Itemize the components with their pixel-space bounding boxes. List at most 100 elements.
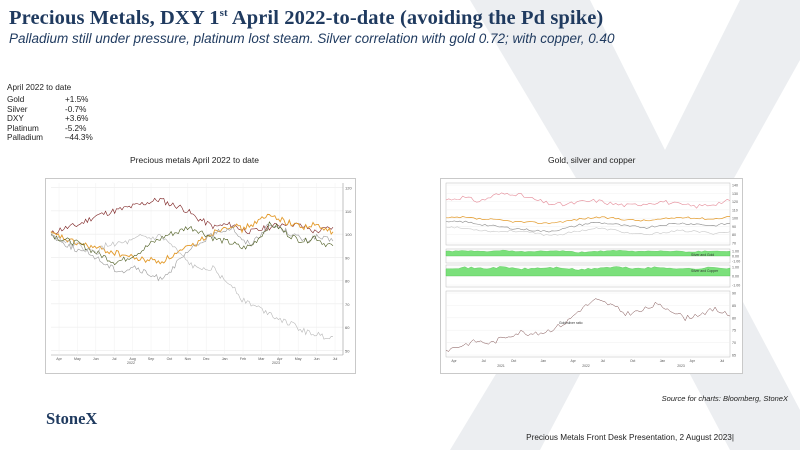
- gold-silver-copper-chart-svg: 1401301201101009080701.000.00-1.001.000.…: [445, 182, 740, 368]
- silver-line: [445, 220, 731, 233]
- performance-heading: April 2022 to date: [7, 83, 72, 92]
- gold-line: [446, 216, 730, 225]
- y-tick-label: 100: [345, 232, 352, 237]
- x-tick-label: Apr: [277, 357, 283, 361]
- y-tick-label: -1.00: [732, 260, 740, 264]
- metal-name: Silver: [7, 104, 28, 114]
- y-tick-label: 70: [732, 341, 736, 345]
- stonex-logo: StoneX: [46, 409, 98, 428]
- panel-label: Silver and Copper: [691, 269, 719, 273]
- x-tick-label: Jan: [541, 359, 547, 363]
- page-title: Precious Metals, DXY 1st April 2022-to-d…: [9, 7, 604, 29]
- x-tick-label: Apr: [56, 357, 62, 361]
- performance-row: Platinum -5.2%: [7, 124, 93, 134]
- year-label: 2023: [677, 364, 685, 368]
- x-tick-label: Oct: [511, 359, 516, 363]
- metal-name: Palladium: [7, 133, 43, 143]
- x-tick-label: Jan: [222, 357, 228, 361]
- y-tick-label: 110: [732, 208, 738, 212]
- y-tick-label: -1.00: [732, 284, 740, 288]
- precious-metals-chart: 120 110 100 90 80 70 60 50 Apr May Jun Jul Aug Sep Oct…: [45, 178, 356, 374]
- y-tick-label: 120: [345, 186, 352, 191]
- y-tick-label: 140: [732, 184, 738, 188]
- y-tick-label: 75: [732, 329, 736, 333]
- footer-text: Precious Metals Front Desk Presentation,…: [526, 433, 734, 442]
- y-tick-label: 1.00: [732, 266, 739, 270]
- x-tick-label: Dec: [203, 357, 210, 361]
- series-line-dxy: [50, 197, 334, 235]
- x-tick-label: Jan: [660, 359, 666, 363]
- x-tick-label: Apr: [570, 359, 576, 363]
- series-line-gold: [50, 213, 334, 265]
- metal-change: +1.5%: [65, 95, 89, 104]
- metal-change: -5.2%: [65, 123, 87, 133]
- gold-silver-copper-chart-title: Gold, silver and copper: [548, 155, 636, 165]
- y-tick-label: 70: [345, 302, 350, 307]
- performance-table: April 2022 to date Gold +1.5% Silver -0.7%…: [7, 83, 93, 143]
- x-tick-label: Apr: [451, 359, 457, 363]
- y-tick-label: 0.00: [732, 255, 739, 259]
- x-tick-label: Oct: [167, 357, 173, 361]
- year-label: 2022: [582, 364, 590, 368]
- metal-change: -0.7%: [65, 104, 87, 114]
- y-tick-label: 80: [345, 279, 350, 284]
- performance-row: DXY +3.6%: [7, 114, 93, 124]
- y-tick-label: 80: [732, 233, 736, 237]
- source-note: Source for charts: Bloomberg, StoneX: [661, 394, 788, 403]
- page-subtitle: Palladium still under pressure, platinum…: [9, 31, 615, 46]
- panel-frame: [445, 290, 731, 358]
- y-tick-label: 65: [732, 354, 736, 358]
- x-tick-label: Jul: [112, 357, 117, 361]
- x-tick-label: May: [74, 357, 81, 361]
- x-tick-label: Feb: [240, 357, 246, 361]
- panel-frame: [445, 182, 731, 246]
- performance-row: Palladium –44.3%: [7, 133, 93, 143]
- gold-silver-ratio-line: [445, 192, 731, 209]
- panel-label: Silver and Gold: [691, 253, 714, 257]
- gold-silver-copper-chart: 140 130 120 110 100 90 80 70 1.00 0.00 -1.00 1.00 0.…: [440, 178, 743, 374]
- metal-name: DXY: [7, 114, 24, 124]
- y-tick-label: 1.00: [732, 250, 739, 254]
- y-tick-label: 50: [345, 348, 350, 353]
- y-tick-label: 120: [732, 200, 738, 204]
- x-tick-label: Apr: [690, 359, 696, 363]
- x-tick-label: Mar: [258, 357, 265, 361]
- x-tick-label: Aug: [129, 357, 135, 361]
- y-tick-label: 60: [345, 325, 350, 330]
- metal-change: +3.6%: [65, 114, 89, 124]
- y-tick-label: 90: [732, 225, 736, 229]
- x-tick-label: Nov: [185, 357, 192, 361]
- y-tick-label: 100: [732, 217, 738, 221]
- series-line-palladium: [50, 232, 334, 340]
- y-tick-label: 0.00: [732, 275, 739, 279]
- copper-line: [445, 226, 731, 236]
- precious-metals-chart-svg: 120 110 100 90 80 70 60 50 Apr May Jun Jul Aug Sep Oct…: [50, 183, 352, 365]
- performance-row: Gold +1.5%: [7, 95, 93, 105]
- x-tick-label: May: [295, 357, 302, 361]
- x-tick-label: Jul: [601, 359, 606, 363]
- precious-metals-chart-title: Precious metals April 2022 to date: [130, 155, 259, 165]
- series-line-silver: [50, 223, 334, 282]
- metal-name: Platinum: [7, 123, 39, 133]
- performance-row: Silver -0.7%: [7, 105, 93, 115]
- silver-gold-correlation-area: [445, 249, 731, 257]
- x-tick-label: Jul: [482, 359, 487, 363]
- series-line-platinum: [50, 221, 334, 266]
- x-tick-label: Jun: [314, 357, 320, 361]
- panel-label: Gold/silver ratio: [559, 321, 583, 325]
- year-label: 2022: [127, 361, 135, 365]
- silver-copper-correlation-area: [445, 266, 731, 277]
- x-tick-label: Oct: [630, 359, 635, 363]
- y-tick-label: 90: [732, 292, 736, 296]
- y-tick-label: 110: [345, 209, 352, 214]
- x-tick-label: Sep: [148, 357, 154, 361]
- year-label: 2021: [497, 364, 505, 368]
- y-tick-label: 130: [732, 192, 738, 196]
- metal-name: Gold: [7, 95, 25, 104]
- y-tick-label: 85: [732, 304, 736, 308]
- y-tick-label: 90: [345, 255, 350, 260]
- x-tick-label: Jul: [333, 357, 338, 361]
- year-label: 2023: [272, 361, 280, 365]
- y-tick-label: 70: [732, 242, 736, 246]
- y-tick-label: 80: [732, 316, 736, 320]
